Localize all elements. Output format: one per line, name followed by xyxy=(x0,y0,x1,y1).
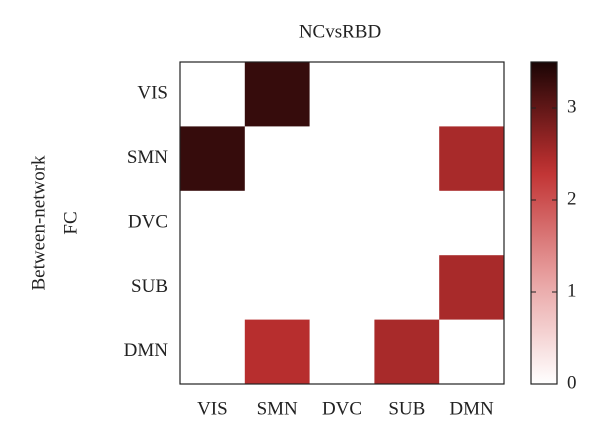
heatmap-cell xyxy=(439,126,505,192)
heatmap-cell xyxy=(180,319,246,385)
x-tick-label: DVC xyxy=(322,398,362,419)
heatmap-cell xyxy=(374,62,440,127)
y-axis-label: FC xyxy=(60,211,81,234)
heatmap-cell xyxy=(180,126,246,192)
heatmap-cell xyxy=(374,190,440,256)
heatmap-cell xyxy=(244,126,311,192)
heatmap-cell xyxy=(374,255,440,321)
heatmap-cell xyxy=(180,62,246,127)
heatmap-cell xyxy=(309,319,375,385)
y-tick-label: DMN xyxy=(124,340,169,361)
colorbar-tick-label: 1 xyxy=(567,280,577,301)
heatmap-cell xyxy=(309,126,375,192)
y-tick-label: DVC xyxy=(128,211,168,232)
colorbar-tick-label: 3 xyxy=(567,96,577,117)
x-tick-label: DMN xyxy=(449,398,494,419)
y-tick-label: SMN xyxy=(127,147,168,168)
heatmap-cell xyxy=(244,62,311,127)
heatmap-cell xyxy=(244,190,311,256)
heatmap-cell xyxy=(439,62,505,127)
y-axis-label: Between-network xyxy=(28,155,49,291)
chart-title: NCvsRBD xyxy=(299,21,381,42)
heatmap-cell xyxy=(374,126,440,192)
x-tick-label: VIS xyxy=(197,398,228,419)
heatmap-cell xyxy=(244,255,311,321)
heatmap-cell xyxy=(439,255,505,321)
x-tick-label: SMN xyxy=(257,398,298,419)
heatmap-cell xyxy=(439,190,505,256)
x-tick-label: SUB xyxy=(388,398,425,419)
heatmap-cell xyxy=(309,62,375,127)
heatmap-cell xyxy=(244,319,311,385)
heatmap-cell xyxy=(439,319,505,385)
colorbar-tick-label: 2 xyxy=(567,188,577,209)
colorbar xyxy=(530,61,558,385)
y-tick-label: VIS xyxy=(137,83,168,104)
colorbar-tick-label: 0 xyxy=(567,372,577,393)
plot-frame xyxy=(179,61,505,385)
y-tick-label: SUB xyxy=(131,276,168,297)
heatmap-cell xyxy=(374,319,440,385)
heatmap-cell xyxy=(180,255,246,321)
heatmap-cell xyxy=(309,190,375,256)
heatmap-cell xyxy=(180,190,246,256)
heatmap-cell xyxy=(309,255,375,321)
